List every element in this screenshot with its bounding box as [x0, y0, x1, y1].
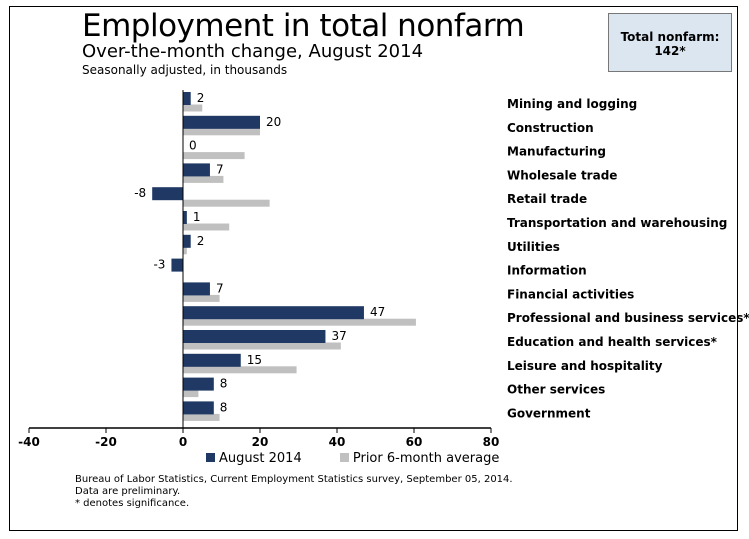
bar-august-utilities	[183, 234, 191, 248]
bar-august-leisure-and-hospitality	[183, 353, 241, 367]
legend-swatch-prior-average	[339, 453, 349, 462]
category-label-wholesale-trade: Wholesale trade	[507, 168, 617, 182]
legend-swatch-august-2014	[206, 453, 215, 462]
chart-frame	[9, 6, 738, 531]
value-label-information: -3	[153, 258, 165, 272]
value-label-leisure-and-hospitality: 15	[247, 353, 262, 367]
value-label-retail-trade: -8	[134, 186, 146, 200]
preliminary-text: Data are preliminary.	[75, 486, 181, 497]
category-label-information: Information	[507, 264, 587, 278]
value-label-utilities: 2	[197, 234, 205, 248]
value-label-manufacturing: 0	[189, 139, 197, 153]
significance-text: * denotes significance.	[75, 498, 190, 509]
bar-august-professional-and-business-services	[183, 306, 364, 320]
bar-prior-wholesale-trade	[183, 175, 224, 183]
bar-prior-leisure-and-hospitality	[183, 366, 297, 374]
category-label-education-and-health-services: Education and health services*	[507, 335, 718, 349]
bar-august-retail-trade	[152, 187, 183, 201]
bar-prior-financial-activities	[183, 294, 220, 302]
value-label-construction: 20	[266, 115, 281, 129]
x-tick-label-60: 60	[406, 435, 423, 449]
bar-prior-retail-trade	[183, 199, 270, 207]
chart-legend: August 2014 Prior 6-month average	[206, 451, 533, 467]
value-label-professional-and-business-services: 47	[370, 305, 385, 319]
x-tick-label-minus40: -40	[18, 435, 40, 449]
value-label-education-and-health-services: 37	[331, 329, 346, 343]
legend-label-august-2014: August 2014	[219, 451, 302, 466]
bar-august-transportation-and-warehousing	[183, 211, 187, 224]
bar-prior-transportation-and-warehousing	[183, 223, 230, 231]
bar-august-financial-activities	[183, 282, 210, 296]
bar-prior-government	[183, 413, 220, 421]
category-label-utilities: Utilities	[507, 240, 560, 254]
source-text: Bureau of Labor Statistics, Current Empl…	[75, 474, 513, 485]
bar-prior-mining-and-logging	[183, 104, 203, 112]
chart-note: Seasonally adjusted, in thousands	[82, 63, 288, 77]
bar-august-education-and-health-services	[183, 330, 326, 343]
bar-august-government	[183, 401, 214, 415]
chart-subtitle: Over-the-month change, August 2014	[82, 41, 424, 62]
bar-prior-utilities	[183, 247, 187, 255]
bar-prior-other-services	[183, 390, 199, 398]
category-label-financial-activities: Financial activities	[507, 287, 634, 301]
bar-august-information	[171, 258, 183, 272]
category-label-construction: Construction	[507, 121, 594, 135]
category-label-manufacturing: Manufacturing	[507, 145, 606, 159]
chart-title: Employment in total nonfarm	[82, 8, 525, 44]
x-tick-label-0: 0	[179, 435, 187, 449]
category-label-government: Government	[507, 406, 591, 420]
total-nonfarm-box: Total nonfarm: 142*	[608, 13, 732, 72]
bar-prior-professional-and-business-services	[183, 318, 416, 326]
legend-label-prior-average: Prior 6-month average	[352, 451, 500, 466]
x-tick-label-80: 80	[483, 435, 500, 449]
value-label-transportation-and-warehousing: 1	[193, 210, 201, 224]
value-label-wholesale-trade: 7	[216, 162, 224, 176]
category-label-mining-and-logging: Mining and logging	[507, 97, 637, 111]
bar-august-other-services	[183, 377, 214, 391]
value-label-mining-and-logging: 2	[197, 91, 205, 105]
value-label-financial-activities: 7	[216, 281, 224, 295]
category-label-other-services: Other services	[507, 383, 605, 397]
category-label-retail-trade: Retail trade	[507, 192, 587, 206]
total-nonfarm-label: Total nonfarm:	[620, 30, 720, 44]
total-nonfarm-value: 142*	[654, 44, 686, 58]
bar-prior-construction	[183, 128, 260, 136]
category-label-leisure-and-hospitality: Leisure and hospitality	[507, 359, 663, 373]
value-label-government: 8	[220, 400, 228, 414]
bar-prior-education-and-health-services	[183, 342, 341, 350]
category-label-professional-and-business-services: Professional and business services*	[507, 311, 749, 325]
x-tick-label-40: 40	[329, 435, 346, 449]
category-label-transportation-and-warehousing: Transportation and warehousing	[507, 216, 727, 230]
legend-item-prior-average: Prior 6-month average	[339, 451, 500, 467]
legend-item-august-2014: August 2014	[206, 451, 302, 467]
bar-august-construction	[183, 115, 260, 129]
source-note: Bureau of Labor Statistics, Current Empl…	[75, 474, 513, 510]
bar-august-wholesale-trade	[183, 163, 210, 177]
bar-prior-manufacturing	[183, 152, 245, 160]
x-tick-label-minus20: -20	[95, 435, 117, 449]
value-label-other-services: 8	[220, 377, 228, 391]
x-tick-label-20: 20	[252, 435, 269, 449]
bar-august-mining-and-logging	[183, 92, 191, 105]
